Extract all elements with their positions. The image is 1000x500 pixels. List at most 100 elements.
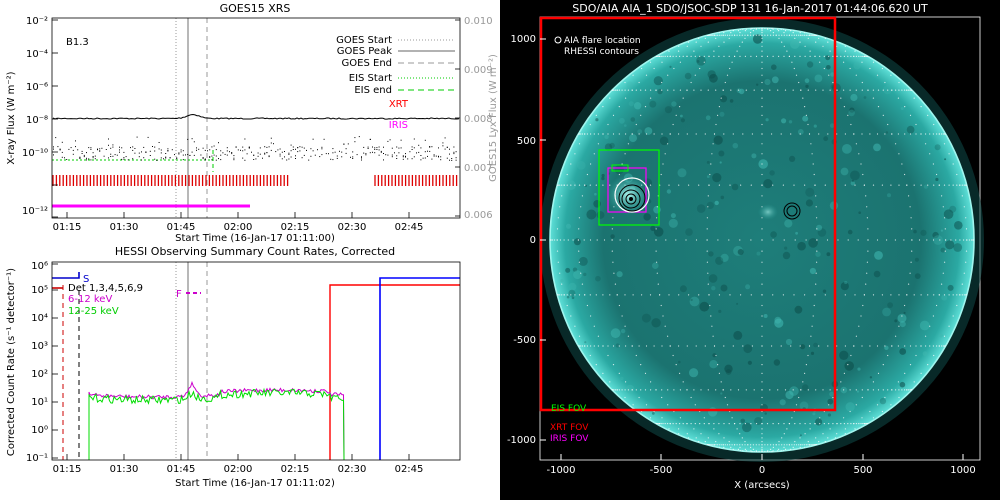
latitude-grid-dot <box>621 89 623 91</box>
latitude-grid-dot <box>807 444 809 446</box>
longitude-grid-dot <box>698 441 700 443</box>
goes-low-point <box>209 156 211 158</box>
goes-low-point <box>231 153 233 155</box>
goes-low-point <box>187 138 189 140</box>
latitude-grid-dot <box>920 294 922 296</box>
longitude-grid-dot <box>849 67 851 70</box>
goes-low-point <box>242 150 244 152</box>
longitude-grid-dot <box>887 123 889 126</box>
goes-low-point <box>455 151 457 153</box>
longitude-grid-dot <box>581 283 583 285</box>
disk-texture-blob <box>560 279 564 283</box>
longitude-grid-dot <box>858 153 860 155</box>
latitude-grid-dot <box>950 239 952 241</box>
longitude-grid-dot <box>780 28 782 30</box>
goes-low-point <box>92 156 94 157</box>
latitude-grid-dot <box>755 444 757 446</box>
goes-low-point <box>334 151 336 153</box>
aia-svg: SDO/AIA AIA_1 SDO/JSOC-SDP 131 16-Jan-20… <box>507 2 984 491</box>
longitude-grid-dot <box>722 444 724 446</box>
latitude-grid-dot <box>581 345 583 347</box>
disk-texture-blob <box>731 183 739 191</box>
longitude-grid-dot <box>722 389 724 391</box>
latitude-grid-dot <box>739 239 741 241</box>
latitude-grid-dot <box>836 345 838 347</box>
goes-y2-axis: 0.010 0.009 0.008 0.007 0.006 <box>455 16 493 221</box>
longitude-grid-dot <box>669 345 671 347</box>
disk-texture-blob <box>670 213 676 219</box>
disk-texture-blob <box>628 101 634 107</box>
longitude-grid-dot <box>816 250 818 252</box>
hessi-flag-s: S <box>83 274 89 285</box>
longitude-grid-dot <box>761 133 763 135</box>
latitude-grid-dot <box>581 133 583 135</box>
longitude-grid-dot <box>956 304 958 307</box>
goes-low-point <box>196 147 197 149</box>
latitude-grid-dot <box>753 389 755 391</box>
disk-texture-blob <box>785 390 794 400</box>
latitude-grid-dot <box>726 34 729 36</box>
latitude-grid-dot <box>660 55 662 58</box>
disk-texture-blob <box>827 413 831 417</box>
disk-texture-blob <box>845 402 855 412</box>
disk-texture-blob <box>604 134 609 140</box>
latitude-grid-dot <box>740 294 742 296</box>
longitude-grid-dot <box>611 250 613 252</box>
goes-low-point <box>53 154 54 156</box>
goes-low-point <box>75 140 76 142</box>
goes-low-point <box>306 149 307 151</box>
longitude-grid-dot <box>618 304 620 307</box>
goes-low-point <box>119 149 120 151</box>
latitude-grid-dot <box>597 133 599 135</box>
latitude-grid-dot <box>772 239 774 241</box>
goes-low-point <box>383 159 384 161</box>
flare-location-symbol <box>554 36 562 44</box>
latitude-grid-dot <box>715 34 717 36</box>
longitude-grid-dot <box>798 81 800 84</box>
latitude-grid-dot <box>732 345 734 347</box>
longitude-grid-dot <box>717 364 719 366</box>
goes-xtick: 01:15 <box>53 222 82 233</box>
latitude-grid-dot <box>881 184 883 186</box>
latitude-grid-dot <box>618 389 620 391</box>
disk-texture-blob <box>737 249 744 255</box>
disk-texture-blob <box>839 350 849 360</box>
latitude-grid-dot <box>614 89 616 91</box>
longitude-grid-dot <box>730 31 732 34</box>
goes-low-point <box>444 148 446 150</box>
longitude-grid-dot <box>855 74 857 76</box>
latitude-grid-dot <box>728 55 730 58</box>
longitude-grid-dot <box>586 173 588 176</box>
longitude-grid-dot <box>750 450 752 452</box>
longitude-grid-dot <box>941 283 943 285</box>
disk-texture-blob <box>708 251 714 257</box>
goes-ytick: 10⁻¹² <box>22 206 48 217</box>
goes-low-point <box>112 155 114 157</box>
latitude-grid-dot <box>793 34 795 36</box>
goes-low-point <box>149 150 151 152</box>
latitude-grid-dot <box>640 389 642 391</box>
goes-low-point <box>281 151 283 153</box>
latitude-grid-dot <box>580 133 582 135</box>
goes-low-point <box>204 159 206 161</box>
longitude-grid-dot <box>660 304 662 307</box>
latitude-grid-dot <box>613 89 615 91</box>
longitude-grid-dot <box>734 423 736 425</box>
goes-low-point <box>110 147 112 149</box>
latitude-grid-dot <box>783 55 785 58</box>
goes-low-point <box>116 154 118 156</box>
disk-texture-blob <box>629 134 637 143</box>
longitude-grid-dot <box>807 441 809 443</box>
longitude-grid-dot <box>869 67 871 70</box>
latitude-grid-dot <box>766 55 769 58</box>
latitude-grid-dot <box>744 444 746 446</box>
goes-low-point <box>92 157 94 159</box>
longitude-grid-dot <box>739 433 741 435</box>
disk-texture-blob <box>857 367 861 371</box>
longitude-grid-dot <box>667 143 669 145</box>
goes-low-point <box>112 144 114 146</box>
latitude-grid-dot <box>895 389 897 391</box>
goes-low-point <box>431 158 433 160</box>
disk-texture-blob <box>816 224 823 231</box>
disk-texture-blob <box>644 127 653 135</box>
